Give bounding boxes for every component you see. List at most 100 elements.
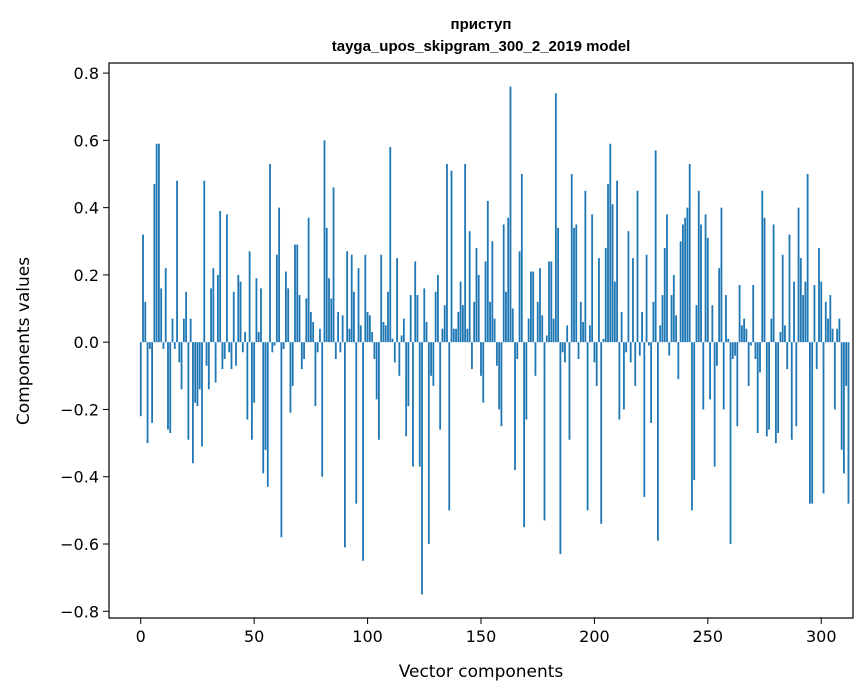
bar [518, 251, 521, 343]
bar [180, 342, 183, 390]
bar [486, 200, 489, 343]
bar [609, 143, 612, 343]
bar [169, 342, 172, 433]
bar [684, 217, 687, 343]
bar [793, 281, 795, 343]
bar [480, 342, 482, 376]
bar [368, 315, 371, 343]
bar [827, 318, 829, 343]
bar [779, 332, 782, 343]
bar [545, 335, 548, 343]
bar [319, 328, 321, 343]
bar [647, 342, 650, 346]
bar [391, 338, 394, 343]
y-axis-ticks: −0.8 −0.6 −0.4 −0.2 0.0 0.2 0.4 0.6 0.8 [60, 64, 109, 621]
bar [405, 342, 408, 437]
bar [763, 217, 766, 343]
bar [178, 342, 181, 363]
bar [182, 318, 185, 343]
bar [364, 254, 367, 343]
bar [269, 163, 271, 343]
bar [291, 342, 294, 386]
bar [409, 295, 412, 343]
bar [246, 342, 249, 420]
bar [491, 241, 494, 343]
bar [151, 342, 153, 423]
bar [643, 342, 646, 497]
bar [582, 322, 584, 343]
bar [564, 342, 566, 363]
y-tick-label: 0.8 [74, 64, 99, 83]
bar [593, 342, 596, 363]
x-tick-label: 250 [693, 627, 724, 646]
bar [452, 328, 455, 343]
bar [198, 342, 201, 390]
bar [423, 288, 426, 343]
plot-area-frame [108, 62, 854, 619]
bar [756, 342, 759, 433]
bar [455, 328, 457, 343]
bar [194, 342, 197, 403]
bar [691, 342, 693, 511]
bar [718, 268, 721, 343]
bar [201, 342, 203, 447]
bar [298, 295, 301, 343]
bar [713, 342, 716, 467]
bar [482, 342, 485, 403]
bar [344, 342, 346, 548]
bar [536, 301, 539, 343]
bar [173, 342, 176, 349]
bar [824, 301, 827, 343]
bar [765, 342, 768, 437]
bar [650, 342, 653, 423]
bar [736, 342, 739, 427]
bar [652, 301, 655, 343]
bar [668, 342, 671, 356]
bar [702, 342, 705, 410]
bar [226, 214, 228, 343]
bar [144, 301, 147, 343]
bar [398, 342, 401, 376]
bar [373, 342, 376, 359]
bar [387, 291, 389, 343]
bar [271, 342, 274, 353]
bar [389, 147, 392, 343]
bar [745, 328, 748, 343]
bar [457, 311, 460, 343]
y-tick-label: 0.2 [74, 266, 99, 285]
bar [770, 318, 773, 343]
bar [312, 322, 315, 343]
bar [446, 163, 448, 343]
bar [686, 207, 689, 343]
bar [287, 288, 290, 343]
bar [681, 224, 684, 343]
x-tick-label: 0 [136, 627, 146, 646]
bar [146, 342, 149, 444]
bar [196, 342, 199, 407]
bar [303, 342, 305, 359]
bar [516, 342, 519, 359]
bar [421, 342, 423, 595]
bar [502, 224, 505, 343]
bar [341, 315, 344, 343]
bar [262, 342, 265, 474]
bar [666, 214, 668, 343]
bar [300, 342, 303, 370]
bar [219, 211, 222, 343]
bar [716, 342, 718, 366]
bar [543, 342, 546, 521]
bar [167, 342, 169, 430]
bar [477, 274, 480, 343]
bar [679, 241, 682, 343]
bar [706, 237, 709, 343]
bar [192, 342, 194, 464]
bar [230, 342, 233, 370]
bar [260, 288, 262, 343]
bar [237, 274, 240, 343]
bar [695, 305, 698, 343]
bar [253, 342, 256, 403]
bar [414, 261, 417, 343]
bar [611, 204, 614, 343]
bar [450, 170, 453, 343]
bar [210, 288, 212, 343]
